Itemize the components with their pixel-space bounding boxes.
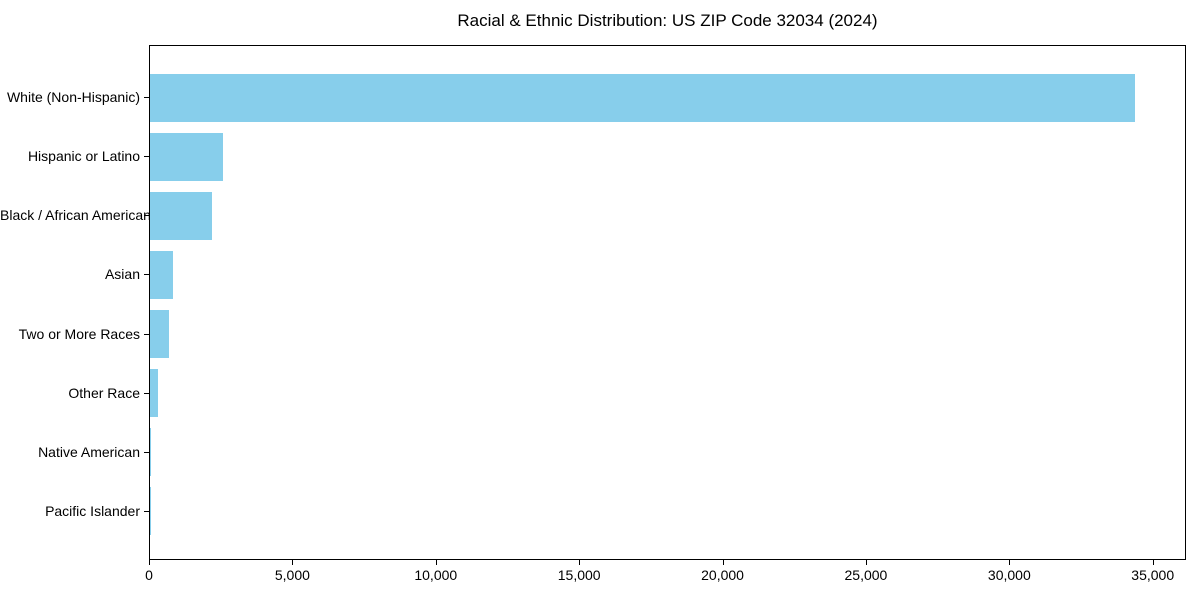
- y-axis-tick: [144, 392, 149, 394]
- y-axis-tick: [144, 155, 149, 157]
- bar: [150, 73, 1135, 122]
- bar-row: [150, 186, 1185, 245]
- x-axis-tick: [722, 560, 724, 565]
- bar-row: [150, 422, 1185, 481]
- bar-row: [150, 245, 1185, 304]
- x-axis-tick-label: 20,000: [701, 567, 744, 583]
- x-axis-tick: [149, 560, 150, 565]
- x-axis-tick: [1009, 560, 1011, 565]
- y-axis-tick: [144, 333, 149, 335]
- bar: [150, 191, 213, 240]
- y-axis-tick: [144, 452, 149, 454]
- y-axis-label: Other Race: [68, 384, 140, 401]
- y-axis-label: Black / African American: [0, 207, 151, 224]
- plot-area: [149, 45, 1186, 560]
- y-axis-label: Pacific Islander: [45, 503, 140, 520]
- x-axis-tick: [292, 560, 294, 565]
- x-axis-tick-label: 5,000: [274, 567, 310, 583]
- y-axis-label: Hispanic or Latino: [27, 147, 140, 164]
- bar-rows: [150, 46, 1185, 559]
- x-axis-tick: [865, 560, 867, 565]
- x-axis-tick: [435, 560, 437, 565]
- bar: [150, 132, 223, 181]
- y-axis-tick: [144, 96, 149, 98]
- y-axis-label: White (Non-Hispanic): [6, 88, 140, 105]
- x-axis-tick-label: 0: [145, 567, 153, 583]
- bar: [150, 250, 173, 299]
- bar: [150, 368, 159, 417]
- y-axis-label: Two or More Races: [18, 325, 140, 342]
- x-axis-tick-label: 25,000: [844, 567, 888, 583]
- x-axis-tick-label: 35,000: [1131, 567, 1175, 583]
- bar: [150, 309, 170, 358]
- bar-row: [150, 481, 1185, 540]
- y-axis-tick: [144, 274, 149, 276]
- y-axis-label: Native American: [38, 444, 140, 461]
- x-axis-tick: [1152, 560, 1154, 565]
- y-axis-tick: [144, 511, 149, 513]
- x-axis-tick-label: 30,000: [987, 567, 1031, 583]
- bar-row: [150, 127, 1185, 186]
- x-axis-tick-label: 10,000: [414, 567, 458, 583]
- bar: [150, 427, 151, 476]
- bar-row: [150, 304, 1185, 363]
- bar-row: [150, 68, 1185, 127]
- chart-title: Racial & Ethnic Distribution: US ZIP Cod…: [457, 11, 878, 30]
- bar-row: [150, 363, 1185, 422]
- x-axis-tick: [579, 560, 581, 565]
- x-axis-tick-label: 15,000: [557, 567, 601, 583]
- y-axis-label: Asian: [104, 266, 140, 283]
- y-axis-tick: [144, 215, 149, 217]
